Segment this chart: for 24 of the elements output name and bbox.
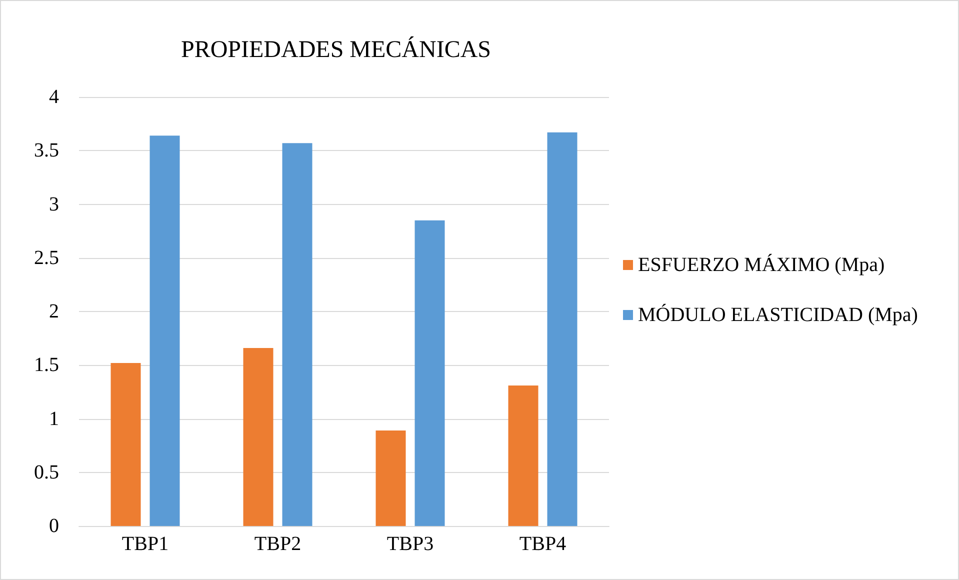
bar (376, 430, 406, 526)
chart-title: PROPIEDADES MECÁNICAS (180, 36, 492, 63)
bar (282, 143, 312, 526)
x-tick-label: TBP2 (254, 533, 302, 555)
y-tick-label: 1 (49, 408, 59, 430)
legend-label: MÓDULO ELASTICIDAD (Mpa) (638, 303, 918, 326)
x-tick-label: TBP3 (386, 533, 434, 555)
y-tick-label: 2.5 (34, 246, 59, 269)
y-tick-label: 2 (49, 300, 59, 322)
bar (547, 132, 578, 526)
bar (110, 362, 141, 526)
x-tick-label: TBP4 (519, 533, 566, 555)
bar (414, 220, 445, 526)
y-tick-label: 4 (49, 86, 59, 108)
x-tick-label: TBP1 (122, 533, 169, 555)
y-tick-label: 0.5 (34, 461, 59, 484)
legend-label: ESFUERZO MÁXIMO (Mpa) (638, 253, 885, 276)
y-tick-label: 1.5 (34, 354, 59, 376)
y-tick-label: 3 (49, 193, 59, 216)
bar (243, 348, 274, 526)
y-tick-label: 0 (49, 515, 59, 537)
y-tick-label: 3.5 (34, 140, 59, 162)
bar (150, 136, 180, 526)
bar (508, 386, 538, 526)
